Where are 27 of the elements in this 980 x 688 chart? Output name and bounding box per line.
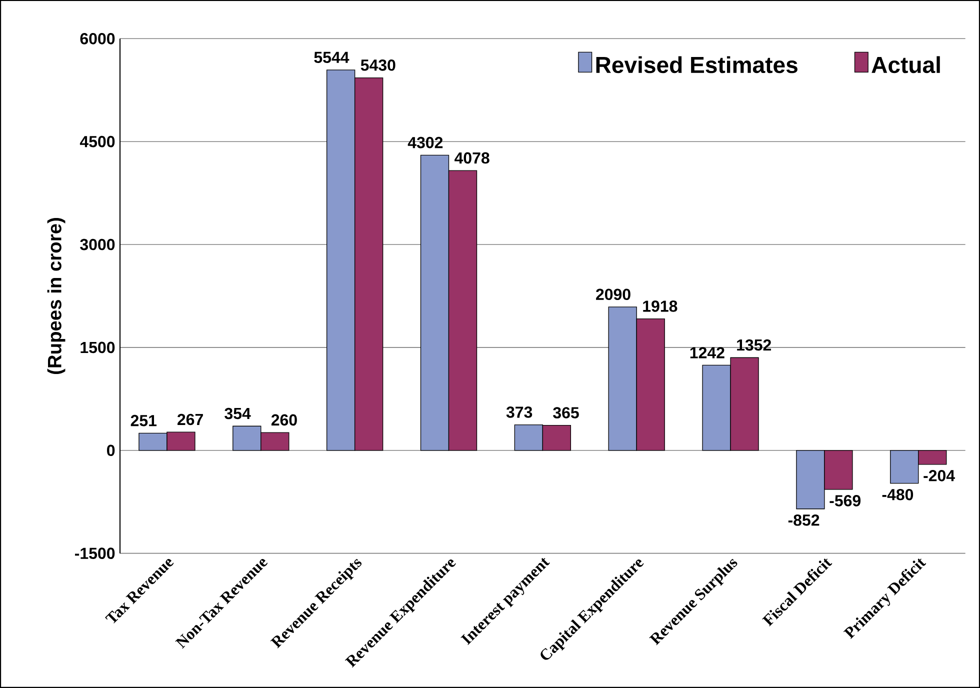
y-tick-label: 6000 xyxy=(80,33,115,44)
y-tick-label: -1500 xyxy=(74,548,115,559)
data-label: 365 xyxy=(553,407,579,418)
data-label: 1918 xyxy=(643,300,678,312)
data-label: 251 xyxy=(130,414,157,426)
data-label: 1352 xyxy=(737,339,772,351)
y-tick-label: 3000 xyxy=(80,238,115,250)
data-label: 260 xyxy=(271,414,297,426)
data-label: 5544 xyxy=(314,52,350,64)
data-label: 267 xyxy=(178,414,203,426)
data-label: 5430 xyxy=(360,59,396,71)
y-tick-label: 4500 xyxy=(80,136,115,148)
y-tick-label: 1500 xyxy=(80,342,115,354)
data-label: 354 xyxy=(224,408,251,420)
y-axis-title: (Rupees in crore) xyxy=(47,218,66,374)
data-label: -569 xyxy=(830,495,861,506)
legend-label: Revised Estimates xyxy=(596,56,798,74)
data-label: 4078 xyxy=(454,152,490,164)
data-label: 373 xyxy=(506,406,532,418)
data-label: 1242 xyxy=(690,347,724,358)
data-label: -480 xyxy=(882,488,914,500)
data-label: -204 xyxy=(924,470,955,482)
legend-label: Actual xyxy=(872,56,940,74)
data-label: 4302 xyxy=(408,136,443,148)
data-label: 2090 xyxy=(596,288,630,300)
data-label: -852 xyxy=(788,514,820,526)
y-tick-label: 0 xyxy=(107,444,115,456)
